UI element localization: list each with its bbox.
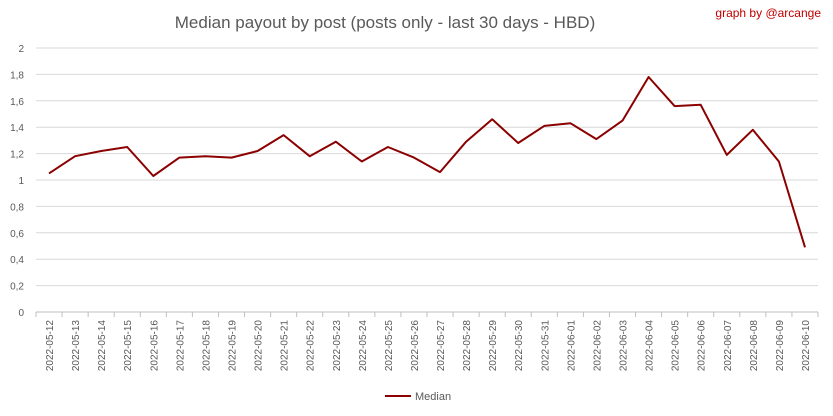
series-line-median: [48, 76, 806, 248]
data-point: [178, 156, 181, 159]
data-point: [725, 153, 728, 156]
data-point: [204, 155, 207, 158]
x-tick-label: 2022-05-20: [254, 320, 265, 372]
data-point: [491, 118, 494, 121]
data-point: [48, 172, 51, 175]
data-point: [517, 142, 520, 145]
y-tick-label: 2: [18, 44, 24, 55]
y-tick-label: 1,4: [10, 123, 24, 134]
x-tick-label: 2022-05-22: [306, 320, 317, 372]
data-point: [439, 171, 442, 174]
y-tick-label: 1: [18, 176, 24, 187]
x-tick-label: 2022-05-17: [175, 320, 186, 372]
data-point: [334, 140, 337, 143]
x-tick-label: 2022-05-30: [514, 320, 525, 372]
y-tick-label: 0,6: [10, 229, 24, 240]
data-point: [360, 160, 363, 163]
data-point: [803, 246, 806, 249]
x-tick-label: 2022-05-27: [436, 320, 447, 372]
x-tick-label: 2022-05-25: [384, 320, 395, 372]
y-tick-label: 0: [18, 308, 24, 319]
x-tick-label: 2022-06-02: [592, 320, 603, 372]
credit-label: graph by @arcange: [715, 6, 821, 20]
data-point: [673, 105, 676, 108]
legend: Median: [385, 391, 451, 403]
x-tick-label: 2022-05-19: [228, 320, 239, 372]
data-point: [256, 149, 259, 152]
x-tick-label: 2022-05-26: [410, 320, 421, 372]
data-point: [595, 138, 598, 141]
x-tick-label: 2022-05-18: [201, 320, 212, 372]
y-tick-label: 0,2: [10, 282, 24, 293]
x-tick-label: 2022-05-23: [332, 320, 343, 372]
data-point: [569, 122, 572, 125]
data-point: [777, 160, 780, 163]
y-tick-label: 1,6: [10, 97, 24, 108]
x-tick-label: 2022-05-15: [123, 320, 134, 372]
data-point: [543, 124, 546, 127]
x-tick-label: 2022-06-03: [619, 320, 630, 372]
x-tick-label: 2022-05-16: [149, 320, 160, 372]
x-tick-label: 2022-06-09: [775, 320, 786, 372]
y-tick-label: 0,4: [10, 255, 24, 266]
chart-title: Median payout by post (posts only - last…: [175, 13, 595, 32]
x-tick-label: 2022-06-08: [749, 320, 760, 372]
x-tick-label: 2022-05-13: [71, 320, 82, 372]
data-point: [465, 140, 468, 143]
data-point: [74, 155, 77, 158]
data-point: [282, 134, 285, 137]
data-point: [230, 156, 233, 159]
gridlines: [36, 47, 818, 313]
axes: 0 0,2 0,4 0,6 0,8 1 1,2 1,4 1,6 1,8 2 2022-05-12 202…: [10, 44, 819, 372]
data-point: [751, 128, 754, 131]
series-layer: [48, 76, 806, 249]
x-tick-label: 2022-05-29: [488, 320, 499, 372]
x-tick-label: 2022-05-14: [97, 320, 108, 372]
data-point: [386, 146, 389, 149]
x-tick-label: 2022-05-28: [462, 320, 473, 372]
x-tick-label: 2022-06-05: [671, 320, 682, 372]
data-point: [621, 119, 624, 122]
data-point: [647, 76, 650, 79]
y-tick-label: 1,8: [10, 70, 24, 81]
data-point: [699, 103, 702, 106]
legend-label: Median: [415, 391, 451, 403]
data-point: [100, 149, 103, 152]
y-tick-label: 0,8: [10, 202, 24, 213]
x-tick-label: 2022-05-24: [358, 320, 369, 372]
x-tick-label: 2022-06-04: [645, 320, 656, 372]
y-tick-label: 1,2: [10, 150, 24, 161]
data-point: [126, 146, 129, 149]
x-tick-label: 2022-05-12: [45, 320, 56, 372]
x-tick-label: 2022-05-21: [280, 320, 291, 372]
x-tick-label: 2022-06-10: [801, 320, 812, 372]
data-point: [308, 155, 311, 158]
x-tick-label: 2022-06-06: [697, 320, 708, 372]
x-tick-label: 2022-05-31: [540, 320, 551, 372]
data-point: [152, 175, 155, 178]
x-tick-label: 2022-06-01: [566, 320, 577, 372]
x-tick-label: 2022-06-07: [723, 320, 734, 372]
data-point: [412, 156, 415, 159]
